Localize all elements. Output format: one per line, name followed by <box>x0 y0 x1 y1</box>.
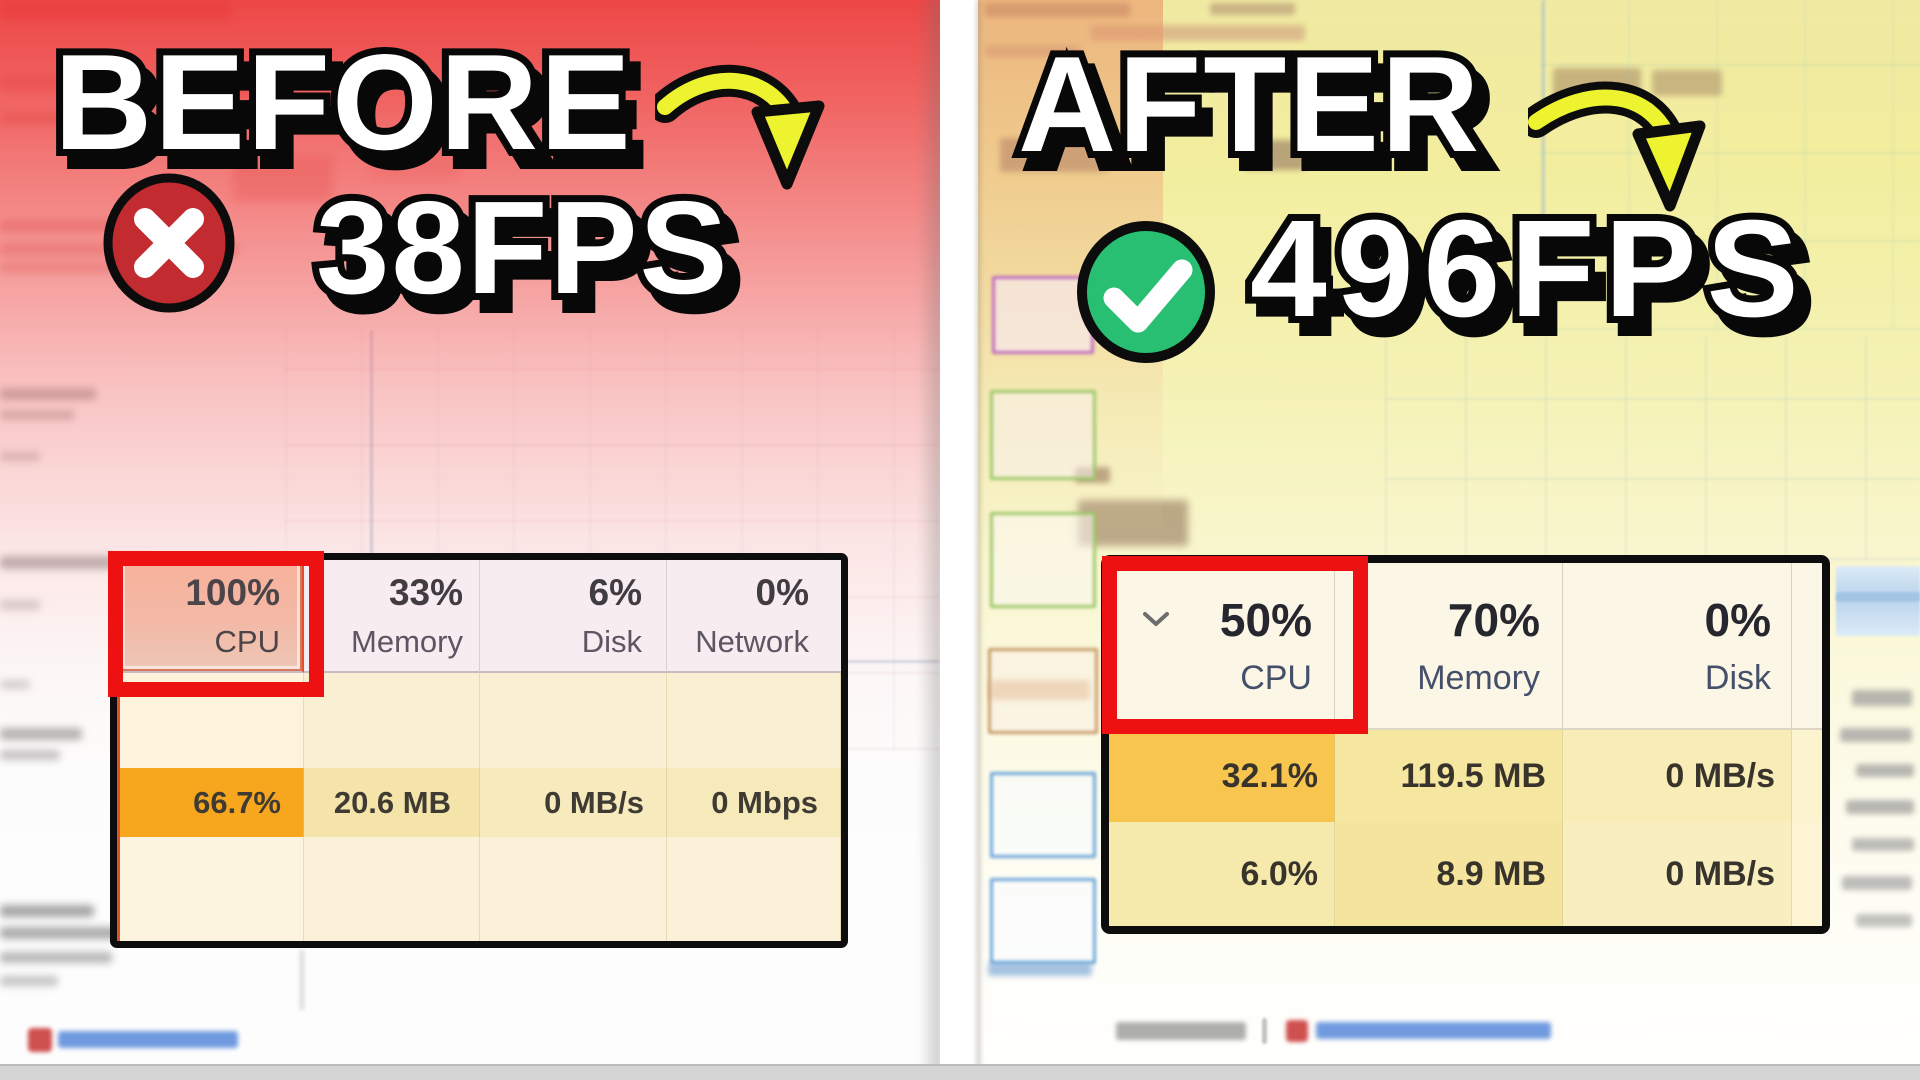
blur-fragment <box>1856 914 1912 927</box>
blur-fragment <box>0 410 74 420</box>
header-value: 0% <box>755 571 809 613</box>
empty-cell <box>667 673 841 768</box>
column-header-cpu[interactable]: 50% CPU <box>1109 563 1335 730</box>
blurred-graph-grid <box>1385 335 1920 560</box>
empty-header-cell <box>1792 563 1822 730</box>
title-fill: BEFORE <box>54 26 633 178</box>
blur-fragment <box>1842 876 1912 890</box>
taskbar-strip <box>0 1064 1920 1080</box>
empty-cell <box>117 837 304 941</box>
chevron-down-icon[interactable] <box>1141 609 1171 629</box>
blur-fragment <box>0 976 58 986</box>
app-icon <box>1286 1020 1308 1042</box>
column-header-disk[interactable]: 6% Disk <box>480 560 667 673</box>
sidebar-thumb-memory[interactable] <box>992 276 1094 354</box>
sidebar-thumb-disk0[interactable] <box>990 390 1096 480</box>
after-task-manager-table: 50% CPU 70% Memory 0% Disk 32.1% 119.5 M… <box>1101 555 1830 934</box>
cpu-highlight-box <box>1102 556 1368 734</box>
empty-cell <box>1792 730 1822 822</box>
process-cpu-value: 6.0% <box>1109 822 1335 926</box>
blurred-link[interactable] <box>1316 1022 1551 1039</box>
sidebar-thumb-gpu0[interactable] <box>990 772 1096 858</box>
sidebar-thumb-wifi[interactable] <box>988 648 1098 734</box>
fps-shadow: 496FPS <box>1254 205 1820 359</box>
process-memory-value: 119.5 MB <box>1335 730 1563 822</box>
header-label: Disk <box>1704 659 1771 697</box>
check-circle-icon <box>1077 221 1215 363</box>
column-header-network[interactable]: 0% Network <box>667 560 841 673</box>
blurred-fewer-details[interactable] <box>1116 1022 1246 1040</box>
blur-fragment <box>1210 3 1295 15</box>
empty-cell <box>304 673 480 768</box>
column-header-disk[interactable]: 0% Disk <box>1563 563 1792 730</box>
process-memory-value: 20.6 MB <box>304 768 480 837</box>
blur-fragment <box>0 680 30 689</box>
blur-fragment <box>0 750 60 760</box>
blur-fragment <box>1243 140 1305 170</box>
header-label: Disk <box>581 623 642 659</box>
header-value: 50% <box>1219 594 1312 646</box>
header-label: Memory <box>351 623 463 659</box>
page-edge-shadow <box>976 0 981 1080</box>
sidebar-thumb-disk1[interactable] <box>990 512 1096 608</box>
header-value: 0% <box>1704 594 1771 646</box>
blur-fragment <box>300 950 304 1010</box>
empty-cell <box>304 837 480 941</box>
blurred-graph-grid <box>1540 0 1920 330</box>
blur-fragment <box>1652 70 1722 96</box>
blur-fragment <box>0 728 82 740</box>
blur-fragment <box>0 952 112 963</box>
process-memory-value: 8.9 MB <box>1335 822 1563 926</box>
process-disk-value: 0 MB/s <box>1563 730 1792 822</box>
process-disk-value: 0 MB/s <box>480 768 667 837</box>
column-header-memory[interactable]: 33% Memory <box>304 560 480 673</box>
empty-cell <box>480 837 667 941</box>
blur-fragment <box>1836 592 1920 602</box>
header-value: 70% <box>1447 594 1540 646</box>
blur-fragment <box>0 905 94 917</box>
process-cpu-value: 32.1% <box>1109 730 1335 822</box>
panel-divider <box>940 0 978 1080</box>
empty-cell <box>1792 822 1822 926</box>
blur-fragment <box>0 452 40 461</box>
app-icon <box>28 1028 52 1052</box>
blur-fragment <box>0 2 230 20</box>
column-header-memory[interactable]: 70% Memory <box>1335 563 1563 730</box>
curved-arrow-icon <box>1528 81 1706 212</box>
sidebar-thumb-gpu1[interactable] <box>990 878 1096 964</box>
empty-cell <box>480 673 667 768</box>
cpu-highlight-box <box>108 551 324 697</box>
blurred-link[interactable] <box>58 1031 238 1048</box>
blur-fragment <box>1542 0 1545 332</box>
title-outline: AFTER <box>1011 28 1486 180</box>
header-label: CPU <box>1240 659 1312 697</box>
process-disk-value: 0 MB/s <box>1563 822 1792 926</box>
blur-fragment <box>0 388 96 400</box>
blur-fragment <box>1840 728 1912 742</box>
header-value: 33% <box>388 571 463 613</box>
header-value: 6% <box>588 571 642 613</box>
empty-cell <box>667 837 841 941</box>
blur-fragment <box>1852 838 1914 851</box>
title-shadow: AFTER <box>1022 41 1497 193</box>
x-circle-icon <box>103 173 235 313</box>
header-label: Network <box>695 623 809 659</box>
page-edge-shadow <box>918 0 942 1080</box>
fps-fill: 496FPS <box>1250 192 1809 346</box>
title-fill: AFTER <box>1018 28 1482 180</box>
blur-fragment <box>0 600 40 610</box>
curved-arrow-icon <box>655 64 825 190</box>
blur-fragment <box>988 962 1092 976</box>
process-network-value: 0 Mbps <box>667 768 841 837</box>
blur-fragment <box>1846 800 1914 814</box>
separator <box>1262 1018 1267 1044</box>
blur-fragment <box>1852 690 1912 706</box>
blur-fragment <box>1856 764 1914 777</box>
process-cpu-value: 66.7% <box>117 768 304 837</box>
fps-outline: 496FPS <box>1243 192 1809 346</box>
header-label: Memory <box>1417 659 1540 697</box>
